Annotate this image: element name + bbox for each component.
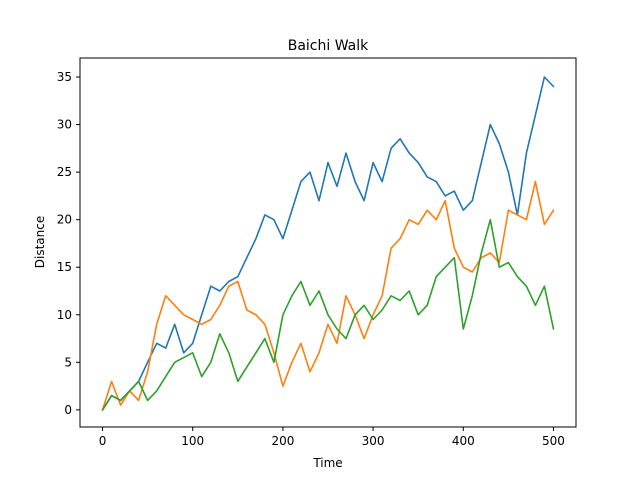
y-tick-label: 0 <box>64 403 72 417</box>
x-axis: 0 100 200 300 400 500 <box>99 427 565 448</box>
y-tick-label: 5 <box>64 355 72 369</box>
plot-frame <box>79 57 577 428</box>
series-layer <box>101 76 555 411</box>
y-axis: 0 5 10 15 20 25 30 35 <box>57 70 80 417</box>
y-tick-label: 15 <box>57 260 72 274</box>
y-axis-label: Distance <box>33 216 47 268</box>
series-line-1 <box>101 76 555 411</box>
y-tick-label: 35 <box>57 70 72 84</box>
x-tick-label: 0 <box>99 434 107 448</box>
x-tick-label: 500 <box>542 434 565 448</box>
series-line-2 <box>101 180 555 411</box>
y-tick-label: 30 <box>57 118 72 132</box>
x-axis-label: Time <box>312 456 342 470</box>
x-tick-label: 100 <box>181 434 204 448</box>
y-tick-label: 25 <box>57 165 72 179</box>
x-tick-label: 400 <box>452 434 475 448</box>
series-line-3 <box>101 218 555 411</box>
chart-title: Baichi Walk <box>288 38 369 54</box>
x-tick-label: 200 <box>271 434 294 448</box>
y-tick-label: 10 <box>57 308 72 322</box>
y-tick-label: 20 <box>57 213 72 227</box>
x-tick-label: 300 <box>362 434 385 448</box>
